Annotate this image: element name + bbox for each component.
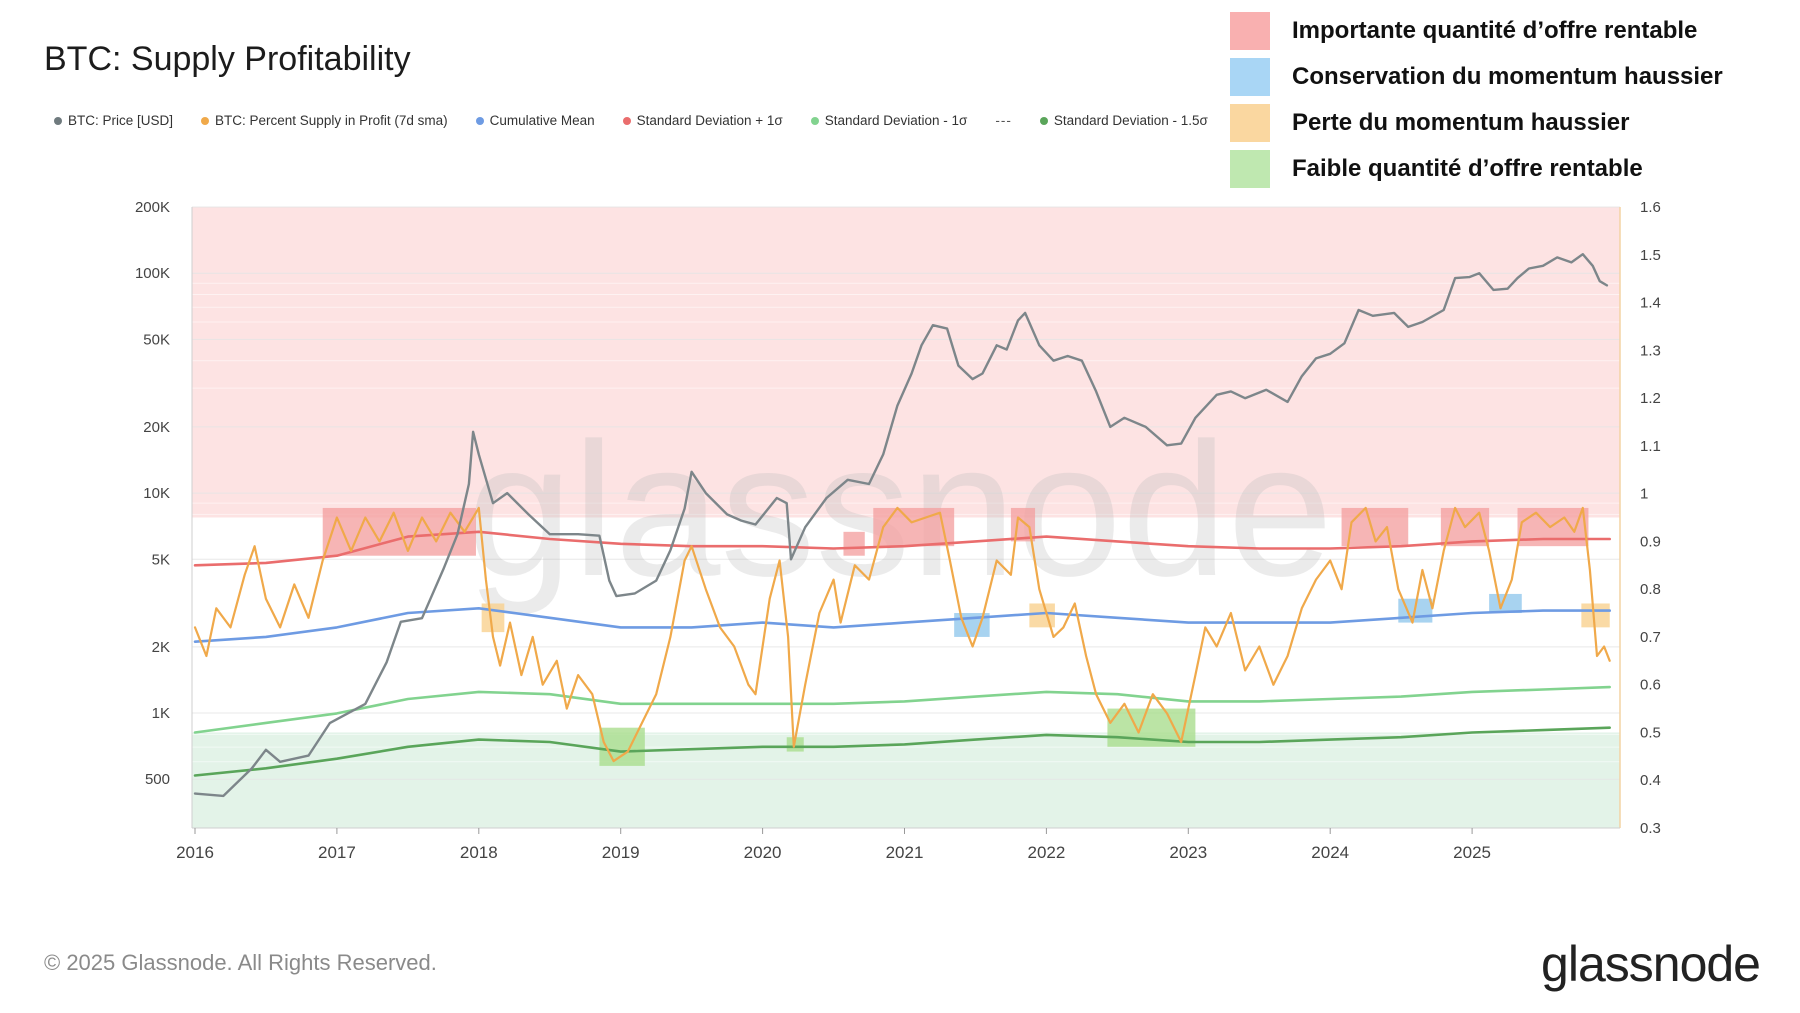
y-left-tick-label: 200K [135,199,170,216]
legend-dot [622,116,631,125]
x-tick-label: 2019 [602,843,640,862]
highlight-box [1489,593,1522,614]
y-left-tick-label: 5K [152,551,170,568]
y-left-tick-label: 2K [152,639,170,656]
x-tick-label: 2022 [1027,843,1065,862]
y-left-tick-label: 500 [145,771,170,788]
legend-item-std-minus-1[interactable]: Standard Deviation - 1σ [810,113,968,128]
zone-label: Importante quantité d’offre rentable [1292,17,1698,44]
x-tick-label: 2024 [1311,843,1349,862]
highlight-box [1581,603,1610,628]
x-tick-label: 2018 [460,843,498,862]
y-left-tick-label: 10K [143,485,170,502]
legend-label: Standard Deviation - 1σ [824,113,968,128]
x-tick-label: 2025 [1453,843,1491,862]
low-profit-zone [192,732,1620,828]
zone-swatch [1230,12,1270,50]
zone-swatch [1230,104,1270,142]
y-left-tick-label: 20K [143,419,170,436]
y-right-tick-label: 1.5 [1640,247,1661,264]
zone-label: Faible quantité d’offre rentable [1292,155,1643,182]
y-right-tick-label: 1.1 [1640,438,1661,455]
zone-label: Conservation du momentum haussier [1292,63,1723,90]
zone-momentum-lost: Perte du momentum haussier [1230,104,1723,142]
chart-legend: BTC: Price [USD] BTC: Percent Supply in … [54,113,1236,128]
zone-high-profit: Importante quantité d’offre rentable [1230,12,1723,50]
legend-dot [475,116,484,125]
y-right-tick-label: 0.7 [1640,629,1661,646]
legend-label: Cumulative Mean [489,113,595,128]
highlight-box [843,531,865,556]
highlight-box [481,603,505,633]
zone-low-profit: Faible quantité d’offre rentable [1230,150,1723,188]
series-line-0 [193,252,1609,798]
y-left-tick-label: 100K [135,265,170,282]
zone-label: Perte du momentum haussier [1292,109,1630,136]
legend-label: BTC: Percent Supply in Profit (7d sma) [215,113,448,128]
legend-label: BTC: Price [USD] [68,113,174,128]
y-right-tick-label: 1.3 [1640,342,1661,359]
legend-separator: --- [995,113,1012,128]
zone-swatch [1230,150,1270,188]
legend-item-cumulative-mean[interactable]: Cumulative Mean [475,113,595,128]
highlight-box [322,507,476,556]
x-tick-label: 2017 [318,843,356,862]
legend-dot [1039,116,1048,125]
legend-dot [201,116,210,125]
series-line-4 [193,685,1611,734]
x-tick-label: 2021 [886,843,924,862]
brand-logo: glassnode [1541,936,1761,992]
legend-item-std-minus-1-5[interactable]: Standard Deviation - 1.5σ [1039,113,1208,128]
highlight-box [1029,603,1055,628]
x-tick-label: 2023 [1169,843,1207,862]
y-right-tick-label: 1.4 [1640,295,1661,312]
zone-key: Importante quantité d’offre rentable Con… [1230,12,1723,196]
y-right-tick-label: 0.6 [1640,677,1661,694]
series-line-5 [193,726,1611,777]
series-line-2 [193,606,1611,644]
y-right-tick-label: 0.4 [1640,772,1661,789]
y-right-tick-label: 0.8 [1640,581,1661,598]
x-tick-label: 2016 [176,843,214,862]
y-right-tick-label: 1.6 [1640,199,1661,216]
y-right-tick-label: 1 [1640,486,1648,503]
series-line-1 [193,506,1611,763]
y-right-tick-label: 1.2 [1640,390,1661,407]
legend-item-std-plus-1[interactable]: Standard Deviation + 1σ [622,113,783,128]
legend-label: Standard Deviation - 1.5σ [1053,113,1208,128]
legend-dot [54,116,62,125]
legend-item-supply-in-profit[interactable]: BTC: Percent Supply in Profit (7d sma) [201,113,448,128]
zone-swatch [1230,58,1270,96]
legend-dot [810,116,819,125]
zone-momentum-kept: Conservation du momentum haussier [1230,58,1723,96]
y-right-tick-label: 0.3 [1640,820,1661,837]
y-right-tick-label: 0.5 [1640,724,1661,741]
legend-item-price[interactable]: BTC: Price [USD] [54,113,173,128]
y-left-tick-label: 1K [152,705,170,722]
copyright-notice: © 2025 Glassnode. All Rights Reserved. [44,950,437,975]
chart-title: BTC: Supply Profitability [44,40,411,78]
high-profit-zone [192,207,1620,518]
x-tick-label: 2020 [744,843,782,862]
y-right-tick-label: 0.9 [1640,533,1661,550]
y-left-tick-label: 50K [143,331,170,348]
legend-label: Standard Deviation + 1σ [636,113,783,128]
